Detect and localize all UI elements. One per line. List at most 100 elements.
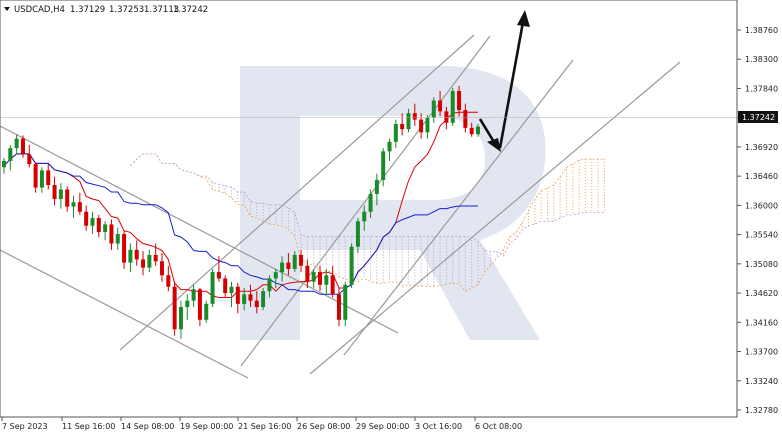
candle-body: [318, 272, 322, 285]
candle: [90, 211, 95, 234]
y-tick-label: 1.35540: [745, 231, 778, 240]
candle-body: [71, 202, 76, 207]
candle-body: [267, 278, 272, 292]
candle-body: [210, 272, 215, 304]
candle: [400, 113, 405, 136]
candle-body: [223, 278, 228, 294]
y-tick-label: 1.38760: [745, 26, 778, 35]
x-tick-label: 6 Oct 08:00: [475, 422, 522, 431]
candles: [2, 85, 480, 339]
ichimoku-lines: [3, 111, 478, 298]
candle-body: [27, 154, 32, 165]
candle-body: [33, 164, 38, 188]
y-tick-label: 1.33240: [745, 377, 778, 386]
y-tick-label: 1.34620: [745, 289, 778, 298]
candle-body: [419, 119, 424, 133]
candle-body: [128, 249, 133, 263]
candle: [349, 243, 354, 288]
candle: [355, 218, 360, 254]
candle-body: [349, 246, 354, 285]
candle: [166, 265, 171, 292]
candle: [330, 265, 335, 298]
candle: [362, 205, 367, 231]
candle: [229, 281, 234, 308]
candle: [292, 251, 297, 273]
candle-body: [476, 126, 480, 135]
candle-body: [229, 286, 234, 294]
candle: [457, 85, 462, 117]
candle: [191, 284, 196, 308]
candle-body: [134, 249, 139, 260]
x-tick-label: 3 Oct 16:00: [415, 422, 462, 431]
candle: [210, 268, 215, 308]
candle-body: [457, 90, 462, 111]
candle-body: [425, 117, 430, 133]
candle: [109, 219, 114, 250]
candle-body: [77, 202, 82, 212]
candle: [46, 164, 51, 190]
candle: [8, 145, 13, 171]
candle-body: [84, 211, 89, 226]
candle-body: [197, 289, 202, 320]
candle: [393, 119, 398, 149]
candle: [147, 249, 152, 273]
candle-body: [185, 300, 190, 308]
candle: [374, 173, 379, 206]
candle: [343, 281, 348, 327]
candle: [311, 268, 316, 288]
candle-body: [166, 275, 171, 287]
candle: [425, 115, 430, 139]
x-tick-label: 11 Sep 16:00: [62, 422, 115, 431]
candle-body: [52, 185, 57, 200]
candle: [318, 265, 322, 292]
plot-frame: [0, 0, 738, 418]
forecast-down-arrow-head: [487, 138, 501, 152]
candle-body: [292, 254, 297, 269]
candle-body: [46, 170, 51, 186]
candle-body: [39, 170, 44, 188]
candle: [204, 300, 209, 323]
uptrend-support-line: [343, 59, 574, 356]
candle-body: [387, 141, 392, 152]
candle: [14, 134, 19, 155]
x-tick-label: 19 Sep 00:00: [180, 422, 233, 431]
uptrend-channel-upper-line-2: [240, 35, 491, 367]
candle-body: [153, 254, 158, 262]
candle-body: [122, 233, 127, 263]
current-price-label: 1.37242: [742, 113, 775, 122]
candle-body: [248, 294, 253, 301]
candle: [77, 192, 82, 215]
candle: [71, 195, 76, 219]
candle: [52, 176, 57, 206]
forecast-arrows: [478, 10, 530, 152]
x-tick-label: 21 Sep 16:00: [238, 422, 291, 431]
dropdown-triangle-icon[interactable]: [4, 7, 10, 11]
candle-body: [58, 189, 63, 200]
candle: [242, 287, 247, 311]
tenkan-sen-line: [3, 111, 478, 298]
candle-body: [305, 265, 310, 282]
candle-body: [400, 124, 405, 130]
candle-body: [90, 218, 95, 226]
x-tick-label: 29 Sep 00:00: [356, 422, 409, 431]
candle: [185, 294, 190, 320]
candle-body: [191, 289, 196, 301]
candle-body: [355, 221, 360, 247]
watermark-logo: [240, 66, 546, 340]
candle-body: [20, 138, 25, 155]
candle-body: [463, 110, 468, 128]
candle-body: [368, 193, 373, 212]
candle: [223, 275, 228, 298]
candle: [172, 281, 177, 336]
candle: [58, 183, 63, 209]
candle-body: [178, 307, 183, 330]
candle: [153, 243, 158, 266]
uptrend-channel-upper-line: [119, 34, 475, 351]
candle-body: [235, 286, 240, 304]
candle-body: [311, 272, 316, 282]
forecast-up-arrow-shaft: [498, 21, 525, 149]
candle: [235, 282, 240, 314]
x-tick-label: 14 Sep 08:00: [121, 422, 174, 431]
